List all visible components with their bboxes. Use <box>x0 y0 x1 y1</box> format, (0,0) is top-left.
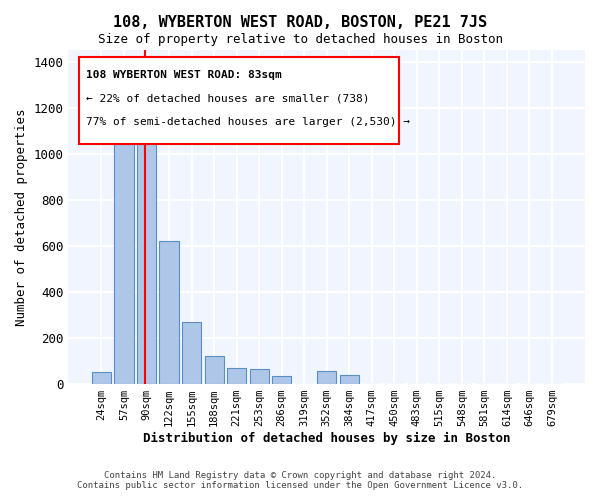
Bar <box>205 356 224 384</box>
Bar <box>92 372 111 384</box>
Bar <box>340 375 359 384</box>
Text: 108 WYBERTON WEST ROAD: 83sqm: 108 WYBERTON WEST ROAD: 83sqm <box>86 70 282 80</box>
FancyBboxPatch shape <box>79 56 399 144</box>
Text: ← 22% of detached houses are smaller (738): ← 22% of detached houses are smaller (73… <box>86 94 370 104</box>
Text: 108, WYBERTON WEST ROAD, BOSTON, PE21 7JS: 108, WYBERTON WEST ROAD, BOSTON, PE21 7J… <box>113 15 487 30</box>
Text: Size of property relative to detached houses in Boston: Size of property relative to detached ho… <box>97 32 503 46</box>
X-axis label: Distribution of detached houses by size in Boston: Distribution of detached houses by size … <box>143 432 511 445</box>
Bar <box>227 368 246 384</box>
Bar <box>272 376 291 384</box>
Text: Contains HM Land Registry data © Crown copyright and database right 2024.
Contai: Contains HM Land Registry data © Crown c… <box>77 470 523 490</box>
Bar <box>137 124 156 384</box>
Bar <box>250 369 269 384</box>
Text: 77% of semi-detached houses are larger (2,530) →: 77% of semi-detached houses are larger (… <box>86 117 410 127</box>
Bar <box>317 372 336 384</box>
Bar <box>115 142 134 384</box>
Y-axis label: Number of detached properties: Number of detached properties <box>15 108 28 326</box>
Bar <box>182 322 201 384</box>
Bar <box>160 241 179 384</box>
